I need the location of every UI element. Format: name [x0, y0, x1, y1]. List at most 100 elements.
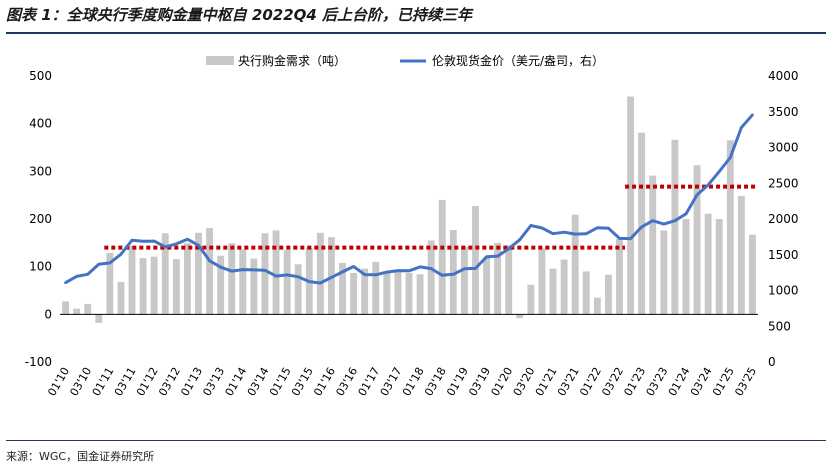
- gold-price-point: [374, 273, 378, 277]
- gold-price-point: [241, 268, 245, 271]
- gold-price-point: [319, 281, 322, 285]
- bar: [505, 245, 513, 315]
- bar: [427, 240, 435, 315]
- gold-price-point: [429, 267, 433, 270]
- gold-price-point: [629, 237, 632, 240]
- gold-price-point: [540, 226, 544, 230]
- gold-price-point: [607, 226, 610, 230]
- gold-price-point: [197, 244, 200, 247]
- right-y-tick-label: 3000: [768, 141, 799, 155]
- bar: [228, 243, 236, 315]
- gold-price-point: [751, 113, 754, 117]
- gold-price-point: [695, 193, 699, 197]
- x-tick-label: 03'11: [112, 365, 139, 398]
- bar: [649, 175, 657, 315]
- gold-price-point: [651, 219, 655, 223]
- gold-price-point: [584, 232, 588, 235]
- bar: [62, 301, 69, 315]
- gold-price-point: [141, 240, 145, 243]
- gold-price-point: [463, 267, 466, 271]
- x-tick-label: 01'15: [267, 365, 294, 398]
- gold-price-point: [208, 259, 211, 263]
- gold-price-point: [529, 224, 533, 227]
- gold-price-point: [729, 156, 732, 159]
- x-tick-label: 01'22: [577, 365, 604, 398]
- gold-price-point: [119, 253, 123, 256]
- right-y-tick-label: 500: [768, 319, 791, 333]
- x-tick-label: 01'19: [444, 365, 471, 398]
- right-y-tick-label: 2000: [768, 212, 799, 226]
- x-tick-label: 03'15: [289, 365, 316, 398]
- bar: [361, 268, 369, 315]
- bar: [527, 284, 535, 315]
- gold-price-point: [97, 262, 101, 266]
- gold-price-point: [363, 273, 366, 276]
- bar: [460, 247, 468, 315]
- gold-price-point: [230, 269, 234, 273]
- gold-price-point: [252, 268, 256, 272]
- bar: [671, 139, 679, 315]
- bar: [604, 274, 612, 315]
- gold-price-point: [485, 255, 488, 259]
- bar: [416, 274, 424, 315]
- left-y-tick-label: 400: [29, 117, 52, 131]
- right-y-tick-label: 3500: [768, 105, 799, 119]
- bar: [261, 233, 269, 315]
- legend-bar-label: 央行购金需求（吨）: [238, 53, 346, 68]
- x-tick-label: 03'25: [732, 365, 759, 398]
- gold-price-point: [396, 269, 400, 272]
- x-tick-label: 01'16: [311, 365, 338, 398]
- left-y-tick-label: 0: [44, 307, 52, 321]
- x-tick-label: 03'20: [511, 365, 538, 398]
- bar: [394, 270, 402, 315]
- gold-price-point: [618, 237, 621, 240]
- x-tick-label: 03'24: [688, 365, 715, 398]
- gold-price-point: [596, 226, 599, 230]
- bar: [571, 214, 579, 315]
- legend-line-label: 伦敦现货金价（美元/盎司，右）: [432, 53, 604, 68]
- bar: [449, 229, 457, 315]
- source-divider: [6, 440, 826, 441]
- bar: [549, 268, 557, 315]
- gold-price-point: [307, 280, 311, 283]
- bar: [660, 230, 668, 315]
- gold-price-point: [640, 225, 643, 229]
- bar: [294, 264, 302, 315]
- gold-price-point: [152, 239, 156, 243]
- right-y-tick-label: 0: [768, 355, 776, 369]
- bar: [272, 230, 280, 315]
- bar: [726, 140, 734, 315]
- bar: [339, 262, 346, 315]
- right-y-tick-label: 1500: [768, 248, 799, 262]
- bar: [195, 232, 202, 315]
- gold-price-point: [573, 232, 577, 236]
- bar: [749, 234, 756, 315]
- gold-price-point: [130, 239, 134, 242]
- bar: [516, 314, 524, 319]
- bar: [383, 271, 391, 315]
- left-y-tick-label: -100: [25, 355, 52, 369]
- bar: [117, 281, 125, 315]
- gold-price-point: [330, 276, 333, 279]
- bar: [616, 239, 623, 315]
- right-y-tick-label: 4000: [768, 69, 799, 83]
- legend: 央行购金需求（吨） 伦敦现货金价（美元/盎司，右）: [206, 53, 604, 68]
- bar: [582, 271, 590, 315]
- gold-price-point: [64, 281, 67, 285]
- gold-price-point: [274, 274, 278, 278]
- gold-price-point: [518, 238, 522, 241]
- gold-price-point: [496, 254, 499, 258]
- gold-price-point: [352, 265, 355, 268]
- bar: [593, 297, 601, 315]
- gold-price-point: [717, 170, 721, 173]
- bar: [350, 272, 358, 315]
- gold-price-point: [163, 245, 167, 249]
- x-tick-label: 03'18: [422, 365, 449, 398]
- gold-price-point: [452, 273, 455, 276]
- bar: [183, 243, 191, 315]
- gold-price-point: [562, 230, 566, 234]
- right-y-axis: 0 500 1000 1500 2000 2500 3000 3500 4000: [768, 69, 799, 369]
- bar: [372, 261, 380, 315]
- gold-price-point: [285, 273, 289, 277]
- bar: [682, 219, 690, 315]
